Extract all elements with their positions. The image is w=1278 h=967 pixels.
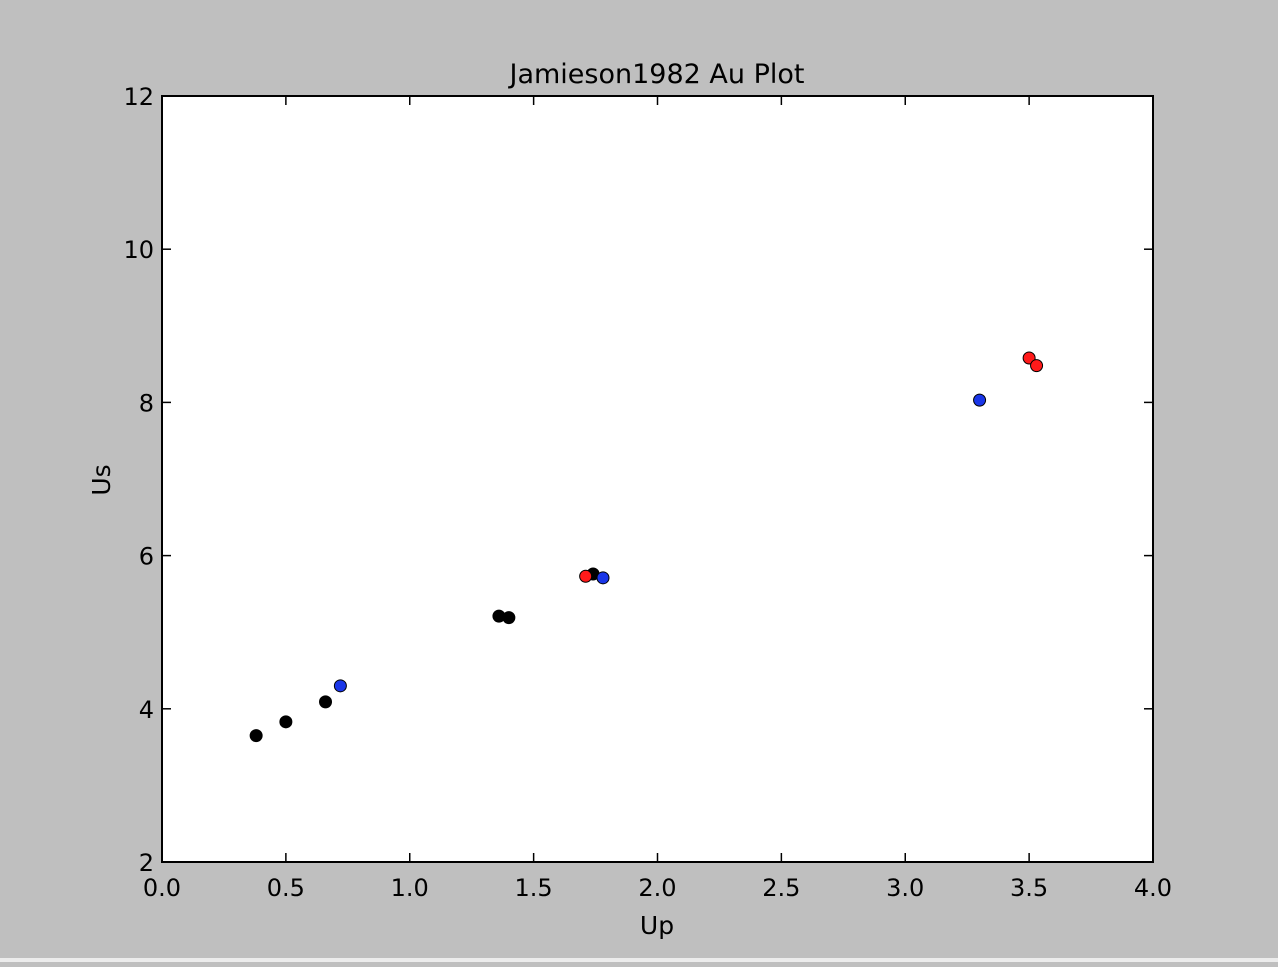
data-point <box>319 695 333 709</box>
plot-area <box>161 95 1154 863</box>
x-axis-label: Up <box>640 911 674 940</box>
figure-bottom-strip <box>0 958 1278 962</box>
chart-title: Jamieson1982 Au Plot <box>508 59 805 90</box>
y-tick-label: 6 <box>139 543 154 571</box>
data-point <box>279 715 293 729</box>
y-tick-label: 2 <box>139 849 154 877</box>
x-tick-label: 0.5 <box>267 874 305 902</box>
ticks <box>161 95 1154 863</box>
x-tick-label: 3.5 <box>1010 874 1048 902</box>
x-tick-label: 4.0 <box>1134 874 1172 902</box>
data-points <box>249 351 1044 743</box>
x-tick-label: 0.0 <box>143 874 181 902</box>
y-tick-label: 8 <box>139 389 154 417</box>
x-tick-label: 1.5 <box>515 874 553 902</box>
data-point <box>579 569 593 583</box>
data-point <box>1030 359 1044 373</box>
y-axis-label: Us <box>87 464 116 495</box>
x-tick-label: 1.0 <box>391 874 429 902</box>
tick-labels: 0.0 0.5 1.0 1.5 2.0 2.5 3.0 3.5 4.0 2 4 6 8 10 12 <box>123 83 1172 902</box>
data-point <box>333 679 347 693</box>
x-tick-label: 2.5 <box>762 874 800 902</box>
y-tick-label: 4 <box>139 696 154 724</box>
data-point <box>249 729 263 743</box>
x-tick-label: 3.0 <box>886 874 924 902</box>
data-point <box>973 393 987 407</box>
y-tick-label: 10 <box>123 236 154 264</box>
y-tick-label: 12 <box>123 83 154 111</box>
data-point <box>502 611 516 625</box>
data-point <box>596 571 610 585</box>
x-tick-label: 2.0 <box>638 874 676 902</box>
